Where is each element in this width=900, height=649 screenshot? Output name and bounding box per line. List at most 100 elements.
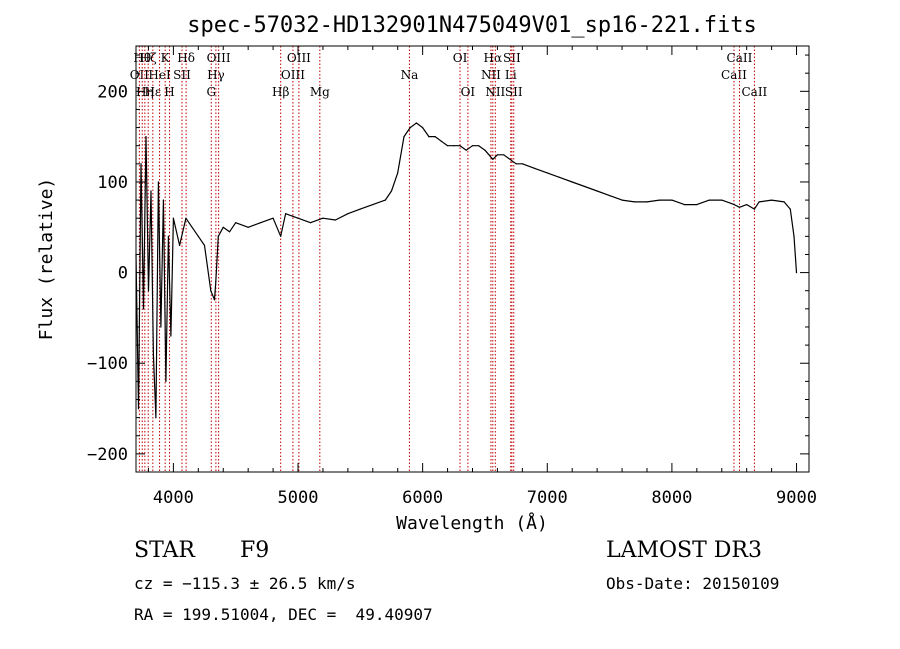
spectral-line-label: Hζ: [140, 51, 157, 65]
spectral-line-label: OIII: [207, 51, 231, 65]
observation-date: Obs-Date: 20150109: [606, 574, 780, 593]
spectrum-point: [415, 122, 417, 124]
x-tick-label: 5000: [278, 488, 319, 508]
spectral-line-label: NII: [485, 85, 505, 99]
spectrum-point: [142, 308, 145, 310]
spectral-line-label: OII: [130, 68, 150, 82]
spectrum-point: [733, 204, 735, 206]
y-tick-label: 200: [97, 82, 128, 102]
x-tick-label: 8000: [651, 488, 692, 508]
spectrum-point: [403, 136, 405, 138]
spectrum-point: [758, 201, 760, 203]
spectrum-point: [671, 199, 673, 201]
chart-title: spec-57032-HD132901N475049V01_sp16-221.f…: [187, 13, 757, 38]
y-tick-label: 0: [118, 264, 128, 284]
spectrum-point: [197, 235, 199, 237]
spectrum-point: [409, 127, 411, 129]
spectrum-point: [534, 167, 536, 169]
spectrum-point: [140, 163, 142, 165]
object-subclass: F9: [240, 538, 270, 563]
spectrum-point: [492, 158, 494, 160]
spectrum-point: [738, 206, 741, 208]
redshift-velocity: cz = −115.3 ± 26.5 km/s: [134, 574, 356, 593]
spectrum-point: [217, 235, 219, 237]
spectral-line-label: CaII: [741, 85, 767, 99]
spectrum-point: [521, 163, 524, 165]
spectral-line-label: Na: [401, 68, 419, 82]
spectrum-point: [145, 136, 147, 138]
spectrum-point: [753, 208, 756, 210]
spectrum-point: [422, 127, 424, 129]
spectrum-point: [471, 145, 474, 147]
spectrum-point: [167, 235, 169, 237]
spectrum-point: [453, 145, 455, 147]
spectrum-point: [509, 158, 511, 160]
spectrum-point: [157, 181, 159, 183]
spectrum-point: [789, 208, 791, 210]
spectrum-point: [222, 226, 224, 228]
spectrum-point: [359, 208, 361, 210]
spectrum-point: [397, 172, 399, 174]
spectrum-point: [546, 172, 548, 174]
spectrum-point: [280, 235, 282, 237]
spectrum-point: [285, 213, 287, 215]
spectrum-point: [708, 199, 710, 201]
spectral-line-label: CaII: [721, 68, 747, 82]
spectrum-point: [160, 326, 162, 328]
spectrum-point: [503, 154, 505, 156]
spectral-line-label: H: [164, 85, 174, 99]
x-tick-label: 4000: [153, 488, 194, 508]
spectrum-point: [658, 199, 661, 201]
spectrum-point: [235, 222, 237, 224]
spectral-line-label: SII: [173, 68, 191, 82]
spectrum-point: [721, 199, 723, 201]
x-axis-label: Wavelength (Å): [396, 512, 548, 534]
spectrum-point: [213, 299, 216, 301]
spectrum-point: [228, 231, 231, 233]
spectrum-point: [147, 290, 150, 292]
spectrum-point: [746, 204, 748, 206]
spectrum-point: [191, 226, 193, 228]
spectrum-point: [137, 408, 140, 410]
spectrum-point: [162, 199, 164, 201]
spectrum-point: [322, 217, 324, 219]
x-tick-label: 9000: [776, 488, 817, 508]
spectral-line-label: Hα: [484, 51, 503, 65]
spectral-line-label: Hδ: [177, 51, 195, 65]
spectral-lines: OII Hθ Hη Hζ Hε HeI K H SII Hδ G Hγ OIII Hβ OIII OIII Mg…: [130, 46, 768, 472]
spectrum-point: [172, 217, 174, 219]
plot-frame: [135, 45, 810, 473]
spectrum-point: [185, 217, 187, 219]
spectrum-point: [428, 136, 430, 138]
spectrum-point: [771, 199, 773, 201]
spectrum-line: [135, 122, 798, 419]
y-axis: −200 −100 0 100 200: [87, 54, 809, 465]
spectrum-point: [297, 217, 299, 219]
spectral-line-label: Hθ: [133, 51, 151, 65]
spectrum-point: [596, 190, 598, 192]
spectrum-point: [440, 140, 442, 142]
spectral-line-label: OI: [461, 85, 476, 99]
spectrum-point: [260, 222, 262, 224]
spectrum-point: [150, 190, 152, 192]
spectrum-point: [793, 235, 795, 237]
spectral-line-label: OIII: [287, 51, 311, 65]
object-class: STAR: [134, 538, 195, 563]
spectrum-point: [447, 145, 449, 147]
spectrum-point: [390, 190, 393, 192]
spectral-line-label: Li: [505, 68, 517, 82]
spectrum-point: [372, 204, 374, 206]
spectrum-point: [347, 213, 349, 215]
spectral-line-label: SII: [505, 85, 523, 99]
spectrum-point: [515, 163, 517, 165]
spectral-line-label: SII: [503, 51, 521, 65]
spectral-line-label: OI: [453, 51, 468, 65]
spectrum-point: [683, 204, 686, 206]
spectral-line-label: K: [161, 51, 171, 65]
spectrum-point: [783, 201, 785, 203]
spectrum-point: [210, 290, 212, 292]
spectrum-point: [155, 417, 157, 419]
y-tick-label: 100: [97, 173, 128, 193]
spectral-line-label: CaII: [727, 51, 753, 65]
